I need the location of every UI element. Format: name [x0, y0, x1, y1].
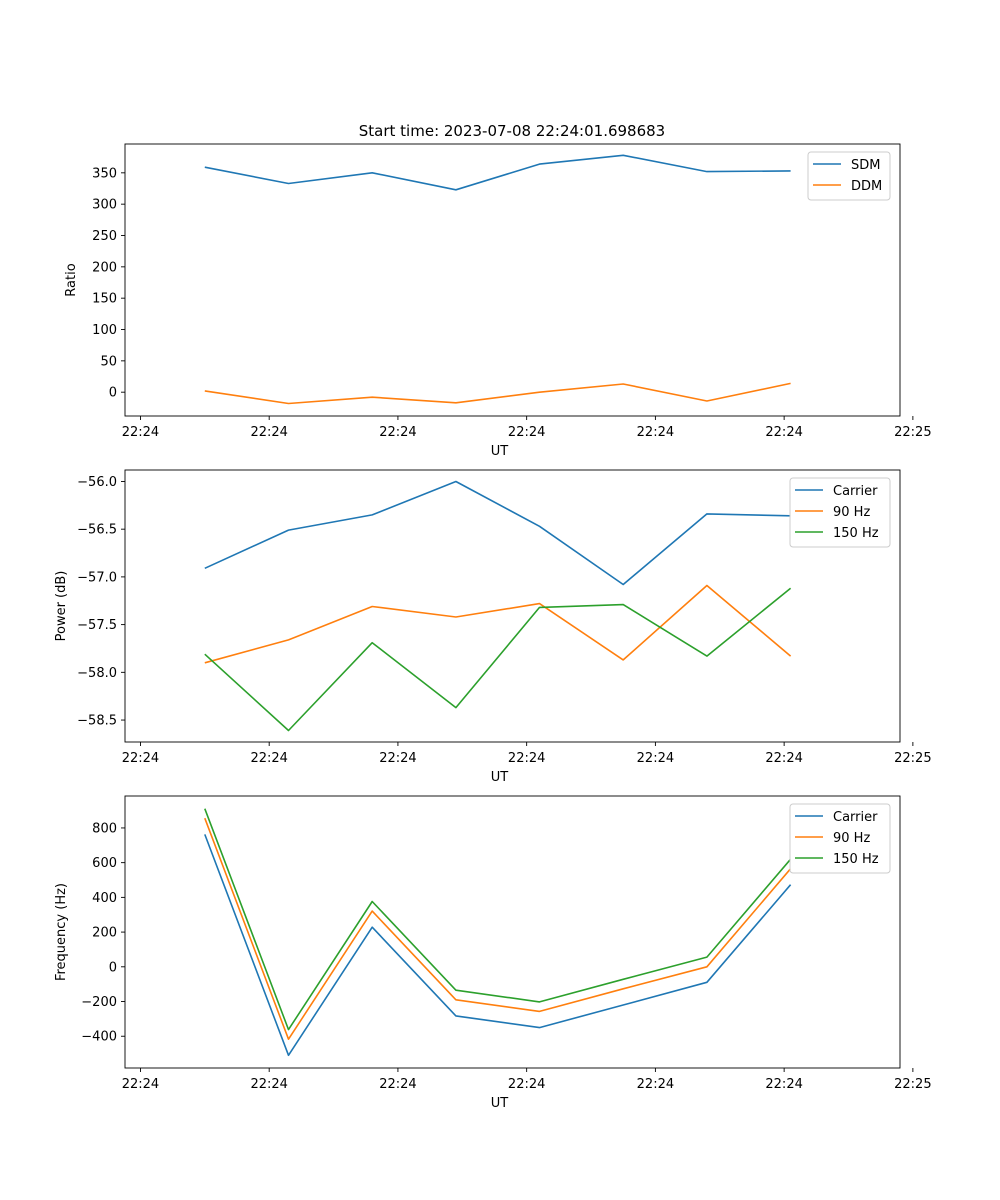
- legend-label: 150 Hz: [833, 852, 879, 867]
- x-tick-label: 22:24: [379, 425, 416, 440]
- series-line-carrier: [204, 834, 792, 1057]
- y-tick-label: 50: [100, 354, 117, 369]
- y-tick-label: −57.5: [77, 618, 117, 633]
- y-tick-label: 300: [92, 198, 117, 213]
- y-tick-label: 400: [92, 891, 117, 906]
- legend-label: 90 Hz: [833, 831, 870, 846]
- x-tick-label: 22:25: [894, 751, 931, 766]
- y-tick-label: 150: [92, 292, 117, 307]
- y-tick-label: 100: [92, 323, 117, 338]
- y-tick-label: 200: [92, 260, 117, 275]
- x-axis-label: UT: [491, 1096, 509, 1111]
- subplot-1: 22:24 22:24 22:24 22:24 22:24 22:24 22:25 0 50 10…: [64, 143, 932, 459]
- plot-area: [124, 143, 901, 417]
- legend-label: DDM: [851, 179, 882, 194]
- x-tick-label: 22:24: [250, 425, 287, 440]
- x-axis-label: UT: [491, 444, 509, 459]
- legend-box: [789, 803, 891, 874]
- y-tick-label: −58.0: [77, 666, 117, 681]
- legend-label: 150 Hz: [833, 526, 879, 541]
- x-tick-label: 22:24: [122, 1077, 159, 1092]
- y-tick-label: 350: [92, 166, 117, 181]
- plot-area: [124, 795, 901, 1069]
- y-tick-label: −56.0: [77, 475, 117, 490]
- x-tick-label: 22:24: [379, 751, 416, 766]
- y-tick-label: −400: [81, 1030, 117, 1045]
- x-tick-label: 22:25: [894, 425, 931, 440]
- x-tick-label: 22:24: [765, 751, 802, 766]
- y-tick-label: 0: [109, 960, 117, 975]
- x-tick-label: 22:24: [637, 425, 674, 440]
- x-tick-label: 22:24: [508, 425, 545, 440]
- x-tick-label: 22:24: [765, 425, 802, 440]
- subplot-3: 22:24 22:24 22:24 22:24 22:24 22:24 22:25 −400 −…: [54, 795, 932, 1111]
- series-line-150-hz: [204, 587, 792, 732]
- series-line-carrier: [204, 480, 791, 586]
- series-line-90-hz: [204, 584, 792, 664]
- series-line-150-hz: [204, 808, 792, 1031]
- x-tick-label: 22:24: [250, 1077, 287, 1092]
- legend: Carrier 90 Hz 150 Hz: [789, 477, 891, 548]
- legend: Carrier 90 Hz 150 Hz: [789, 803, 891, 874]
- y-tick-label: −200: [81, 995, 117, 1010]
- x-tick-label: 22:24: [379, 1077, 416, 1092]
- legend-label: SDM: [851, 158, 880, 173]
- x-tick-label: 22:25: [894, 1077, 931, 1092]
- plot-area: [124, 469, 901, 743]
- x-tick-label: 22:24: [637, 751, 674, 766]
- y-tick-label: −57.0: [77, 570, 117, 585]
- y-tick-label: 800: [92, 821, 117, 836]
- y-axis-label: Ratio: [64, 263, 79, 296]
- figure-title: Start time: 2023-07-08 22:24:01.698683: [359, 122, 665, 140]
- legend-label: 90 Hz: [833, 505, 870, 520]
- subplot-2: 22:24 22:24 22:24 22:24 22:24 22:24 22:25 −58.5…: [54, 469, 932, 785]
- y-tick-label: −56.5: [77, 523, 117, 538]
- y-tick-label: 200: [92, 926, 117, 941]
- series-line-sdm: [204, 154, 791, 191]
- y-tick-label: −58.5: [77, 714, 117, 729]
- y-tick-label: 600: [92, 856, 117, 871]
- legend-box: [789, 477, 891, 548]
- x-tick-label: 22:24: [508, 751, 545, 766]
- x-axis-label: UT: [491, 770, 509, 785]
- x-tick-label: 22:24: [122, 751, 159, 766]
- series-line-ddm: [204, 382, 791, 405]
- axes-container: 22:24 22:24 22:24 22:24 22:24 22:24 22:25 0 50 10…: [54, 143, 932, 1111]
- x-tick-label: 22:24: [765, 1077, 802, 1092]
- y-tick-label: 250: [92, 229, 117, 244]
- legend-label: Carrier: [833, 810, 878, 825]
- x-tick-label: 22:24: [508, 1077, 545, 1092]
- legend: SDM DDM: [807, 151, 891, 201]
- x-tick-label: 22:24: [637, 1077, 674, 1092]
- x-tick-label: 22:24: [250, 751, 287, 766]
- x-tick-label: 22:24: [122, 425, 159, 440]
- y-axis-label: Power (dB): [54, 571, 69, 642]
- legend-label: Carrier: [833, 484, 878, 499]
- series-line-90-hz: [204, 817, 792, 1040]
- y-axis-label: Frequency (Hz): [54, 883, 69, 981]
- y-tick-label: 0: [109, 386, 117, 401]
